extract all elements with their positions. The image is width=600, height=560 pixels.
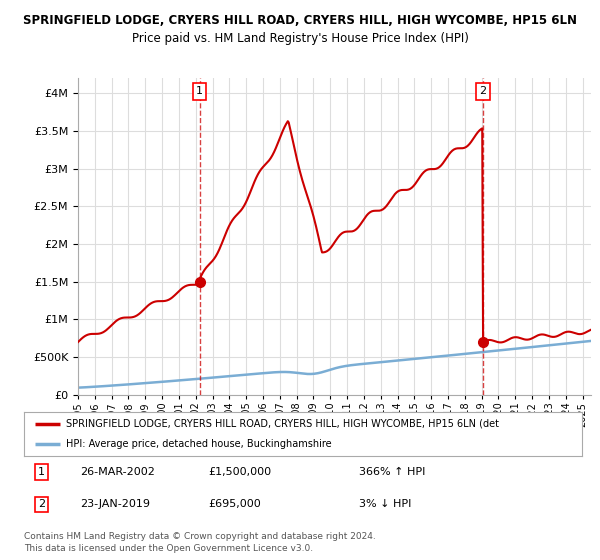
Text: 26-MAR-2002: 26-MAR-2002 [80,467,155,477]
Text: 1: 1 [196,86,203,96]
Text: 3% ↓ HPI: 3% ↓ HPI [359,500,411,509]
Text: SPRINGFIELD LODGE, CRYERS HILL ROAD, CRYERS HILL, HIGH WYCOMBE, HP15 6LN (det: SPRINGFIELD LODGE, CRYERS HILL ROAD, CRY… [66,419,499,429]
Text: 1: 1 [38,467,45,477]
Text: 2: 2 [479,86,487,96]
Text: £695,000: £695,000 [208,500,261,509]
Text: £1,500,000: £1,500,000 [208,467,271,477]
Text: 2: 2 [38,500,45,509]
Text: Price paid vs. HM Land Registry's House Price Index (HPI): Price paid vs. HM Land Registry's House … [131,32,469,45]
Text: HPI: Average price, detached house, Buckinghamshire: HPI: Average price, detached house, Buck… [66,439,331,449]
Text: 366% ↑ HPI: 366% ↑ HPI [359,467,425,477]
Text: This data is licensed under the Open Government Licence v3.0.: This data is licensed under the Open Gov… [24,544,313,553]
Text: SPRINGFIELD LODGE, CRYERS HILL ROAD, CRYERS HILL, HIGH WYCOMBE, HP15 6LN: SPRINGFIELD LODGE, CRYERS HILL ROAD, CRY… [23,14,577,27]
Text: 23-JAN-2019: 23-JAN-2019 [80,500,150,509]
Text: Contains HM Land Registry data © Crown copyright and database right 2024.: Contains HM Land Registry data © Crown c… [24,532,376,541]
